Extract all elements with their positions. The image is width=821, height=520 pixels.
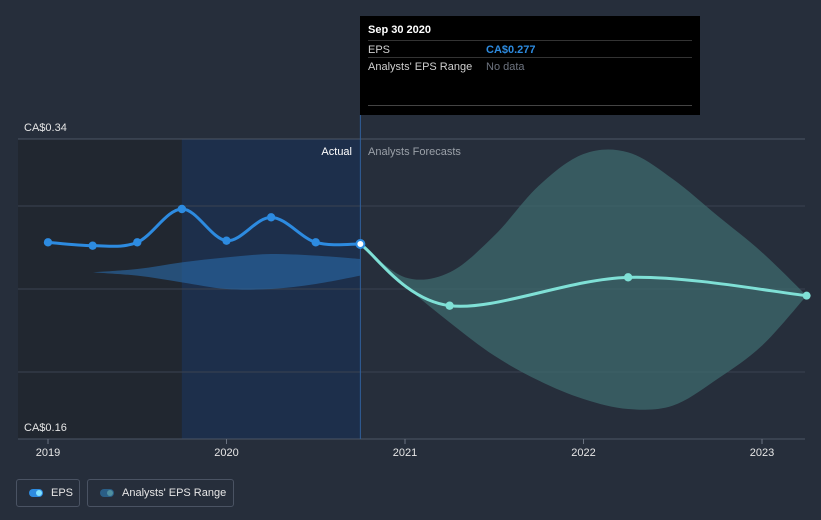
x-tick-label: 2019 bbox=[36, 447, 60, 459]
eps-point bbox=[445, 301, 454, 310]
eps-point bbox=[133, 238, 142, 247]
forecast-eps-line bbox=[359, 242, 807, 308]
forecast-range-band bbox=[360, 149, 807, 410]
current-eps-point bbox=[355, 239, 366, 249]
x-tick-label: 2023 bbox=[750, 447, 774, 459]
eps-point bbox=[266, 213, 276, 222]
tooltip: Sep 30 2020 EPS CA$0.277 Analysts' EPS R… bbox=[360, 16, 700, 115]
eps-points bbox=[43, 204, 811, 310]
x-tick-label: 2022 bbox=[571, 447, 595, 459]
legend-eps-button[interactable]: EPS bbox=[16, 479, 80, 507]
y-tick-label-top: CA$0.34 bbox=[24, 122, 67, 134]
tooltip-row-range: Analysts' EPS Range No data bbox=[368, 57, 692, 76]
eps-point bbox=[623, 273, 633, 282]
legend-eps-label: EPS bbox=[51, 487, 74, 499]
tick-labels: CA$0.34 CA$0.16 2019 2020 2021 2022 2023 bbox=[24, 122, 774, 459]
tooltip-eps-value: CA$0.277 bbox=[486, 44, 536, 56]
legend-range-label: Analysts' EPS Range bbox=[122, 487, 227, 499]
eps-point bbox=[222, 236, 231, 245]
tooltip-range-value: No data bbox=[486, 61, 525, 73]
x-tick-label: 2021 bbox=[393, 447, 417, 459]
eps-legend-swatch-icon bbox=[29, 489, 43, 497]
tooltip-divider bbox=[368, 105, 692, 106]
tooltip-row-eps: EPS CA$0.277 bbox=[368, 40, 692, 59]
y-tick-label-bottom: CA$0.16 bbox=[24, 422, 67, 434]
tooltip-range-label: Analysts' EPS Range bbox=[368, 61, 473, 73]
x-tick-label: 2020 bbox=[214, 447, 238, 459]
eps-point bbox=[43, 238, 53, 247]
legend-range-button[interactable]: Analysts' EPS Range bbox=[87, 479, 234, 507]
eps-point bbox=[88, 241, 97, 250]
eps-point bbox=[177, 204, 187, 214]
actual-region-label: Actual bbox=[321, 146, 352, 158]
past-range-band bbox=[92, 253, 361, 290]
eps-point bbox=[802, 291, 811, 300]
forecast-region-label: Analysts Forecasts bbox=[368, 146, 461, 158]
eps-point bbox=[311, 238, 320, 247]
tooltip-eps-label: EPS bbox=[368, 44, 391, 56]
range-legend-swatch-icon bbox=[100, 489, 114, 497]
tooltip-date: Sep 30 2020 bbox=[368, 24, 431, 36]
range-bands bbox=[92, 149, 807, 410]
